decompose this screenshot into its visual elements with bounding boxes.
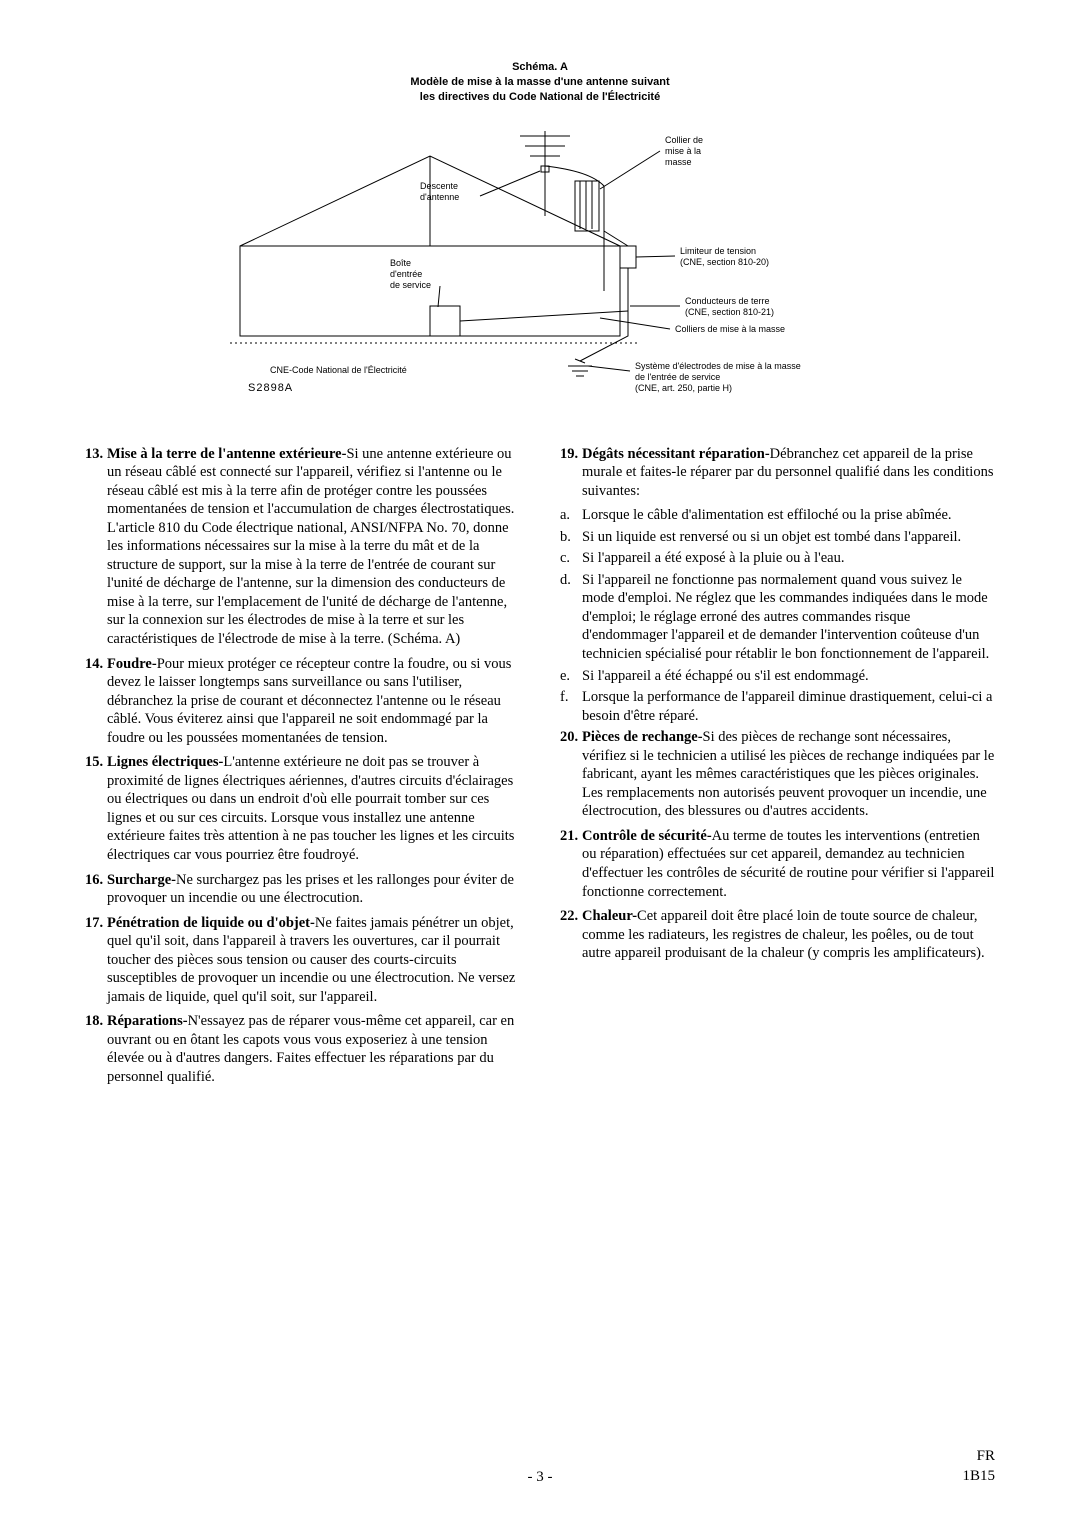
- sub-list-item: a.Lorsque le câble d'alimentation est ef…: [560, 506, 995, 525]
- label-colliers-masse: Colliers de mise à la masse: [675, 324, 785, 334]
- item-text: Si une antenne extérieure ou un réseau c…: [107, 446, 514, 647]
- footer-lang: FR: [962, 1447, 995, 1467]
- sub-letter: e.: [560, 667, 582, 686]
- list-item: 15. Lignes électriques-L'antenne extérie…: [85, 753, 520, 864]
- item-body: Foudre-Pour mieux protéger ce récepteur …: [107, 655, 520, 748]
- sub-letter: f.: [560, 688, 582, 725]
- item-body: Lignes électriques-L'antenne extérieure …: [107, 753, 520, 864]
- item-body: Pièces de rechange-Si des pièces de rech…: [582, 728, 995, 821]
- item-number: 19.: [560, 445, 582, 501]
- item-body: Réparations-N'essayez pas de réparer vou…: [107, 1012, 520, 1086]
- page-footer: - 3 - FR 1B15: [85, 1447, 995, 1486]
- item-number: 18.: [85, 1012, 107, 1086]
- item-number: 15.: [85, 753, 107, 864]
- sub-letter: c.: [560, 549, 582, 568]
- sub-list-item: d.Si l'appareil ne fonctionne pas normal…: [560, 571, 995, 664]
- item-lead: Foudre-: [107, 656, 157, 672]
- page-number: - 3 -: [85, 1469, 995, 1486]
- item-text: Pour mieux protéger ce récepteur contre …: [107, 656, 511, 746]
- label-limiteur: Limiteur de tension(CNE, section 810-20): [680, 246, 769, 267]
- item-body: Surcharge-Ne surchargez pas les prises e…: [107, 871, 520, 908]
- label-conducteurs: Conducteurs de terre(CNE, section 810-21…: [685, 296, 774, 317]
- sub-list-item: b.Si un liquide est renversé ou si un ob…: [560, 528, 995, 547]
- sub-list-item: c.Si l'appareil a été exposé à la pluie …: [560, 549, 995, 568]
- list-item: 20. Pièces de rechange-Si des pièces de …: [560, 728, 995, 821]
- sub-text: Si l'appareil ne fonctionne pas normalem…: [582, 571, 995, 664]
- item-number: 21.: [560, 827, 582, 901]
- list-item: 22. Chaleur-Cet appareil doit être placé…: [560, 907, 995, 963]
- label-collier: Collier demise à lamasse: [665, 135, 703, 167]
- item-number: 22.: [560, 907, 582, 963]
- item-text: L'antenne extérieure ne doit pas se trou…: [107, 754, 514, 863]
- item-number: 17.: [85, 914, 107, 1007]
- label-cne-note: CNE-Code National de l'Électricité: [270, 365, 407, 375]
- item-number: 14.: [85, 655, 107, 748]
- item-lead: Pièces de rechange-: [582, 729, 703, 745]
- item-body: Pénétration de liquide ou d'objet-Ne fai…: [107, 914, 520, 1007]
- list-item: 14. Foudre-Pour mieux protéger ce récept…: [85, 655, 520, 748]
- sub-text: Si un liquide est renversé ou si un obje…: [582, 528, 995, 547]
- diagram-title-line2: Modèle de mise à la masse d'une antenne …: [410, 76, 669, 88]
- antenna-grounding-diagram: Descented'antenne Collier demise à lamas…: [180, 111, 900, 421]
- diagram-title: Schéma. A Modèle de mise à la masse d'un…: [180, 60, 900, 105]
- item-lead: Dégâts nécessitant réparation-: [582, 446, 770, 462]
- item-lead: Contrôle de sécurité-: [582, 828, 712, 844]
- sub-letter: a.: [560, 506, 582, 525]
- list-item: 17. Pénétration de liquide ou d'objet-Ne…: [85, 914, 520, 1007]
- label-boite: Boîted'entréede service: [390, 258, 431, 290]
- sub-text: Si l'appareil a été exposé à la pluie ou…: [582, 549, 995, 568]
- item-body: Contrôle de sécurité-Au terme de toutes …: [582, 827, 995, 901]
- item-lead: Surcharge-: [107, 872, 176, 888]
- item-lead: Réparations-: [107, 1013, 188, 1029]
- sub-list-item: f.Lorsque la performance de l'appareil d…: [560, 688, 995, 725]
- diagram-wrap: Schéma. A Modèle de mise à la masse d'un…: [180, 60, 900, 421]
- sub-letter: b.: [560, 528, 582, 547]
- list-item: 18. Réparations-N'essayez pas de réparer…: [85, 1012, 520, 1086]
- item-text: Cet appareil doit être placé loin de tou…: [582, 908, 985, 961]
- item-lead: Mise à la terre de l'antenne extérieure-: [107, 446, 346, 462]
- body-columns: 13. Mise à la terre de l'antenne extérie…: [85, 445, 995, 1093]
- item-lead: Chaleur-: [582, 908, 637, 924]
- sub-list-item: e.Si l'appareil a été échappé ou s'il es…: [560, 667, 995, 686]
- sub-letter: d.: [560, 571, 582, 664]
- list-item: 19. Dégâts nécessitant réparation-Débran…: [560, 445, 995, 501]
- diagram-section: Schéma. A Modèle de mise à la masse d'un…: [85, 60, 995, 421]
- item-body: Mise à la terre de l'antenne extérieure-…: [107, 445, 520, 649]
- sub-text: Lorsque la performance de l'appareil dim…: [582, 688, 995, 725]
- label-serial: S2898A: [248, 382, 293, 394]
- item-number: 13.: [85, 445, 107, 649]
- column-right: 19. Dégâts nécessitant réparation-Débran…: [560, 445, 995, 1093]
- item-body: Chaleur-Cet appareil doit être placé loi…: [582, 907, 995, 963]
- sub-text: Si l'appareil a été échappé ou s'il est …: [582, 667, 995, 686]
- sub-text: Lorsque le câble d'alimentation est effi…: [582, 506, 995, 525]
- item-lead: Lignes électriques-: [107, 754, 223, 770]
- list-item: 16. Surcharge-Ne surchargez pas les pris…: [85, 871, 520, 908]
- diagram-title-line3: les directives du Code National de l'Éle…: [420, 91, 660, 103]
- list-item: 21. Contrôle de sécurité-Au terme de tou…: [560, 827, 995, 901]
- diagram-title-line1: Schéma. A: [512, 61, 568, 73]
- column-left: 13. Mise à la terre de l'antenne extérie…: [85, 445, 520, 1093]
- label-descente: Descented'antenne: [420, 181, 459, 202]
- label-systeme: Système d'électrodes de mise à la massed…: [635, 361, 801, 393]
- item-body: Dégâts nécessitant réparation-Débranchez…: [582, 445, 995, 501]
- item-number: 16.: [85, 871, 107, 908]
- list-item: 13. Mise à la terre de l'antenne extérie…: [85, 445, 520, 649]
- item-number: 20.: [560, 728, 582, 821]
- item-lead: Pénétration de liquide ou d'objet-: [107, 915, 315, 931]
